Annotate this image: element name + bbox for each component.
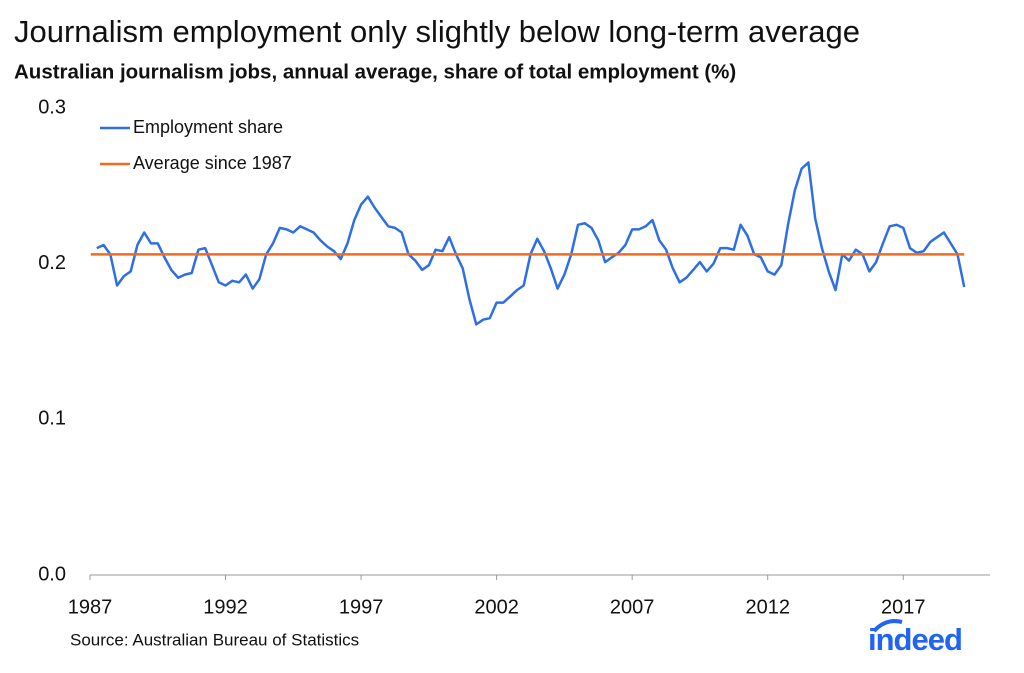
source: Source: Australian Bureau of Statistics xyxy=(70,630,359,649)
legend-label: Employment share xyxy=(133,117,283,137)
x-tick-label: 1997 xyxy=(339,596,384,618)
x-tick-label: 2012 xyxy=(745,596,790,618)
x-tick-label: 2007 xyxy=(610,596,655,618)
x-tick-label: 2002 xyxy=(474,596,519,618)
chart-subtitle: Australian journalism jobs, annual avera… xyxy=(14,60,736,83)
x-tick-label: 1992 xyxy=(203,596,248,618)
y-tick-label: 0.0 xyxy=(38,563,66,585)
legend-label: Average since 1987 xyxy=(133,153,292,173)
x-tick-label: 1987 xyxy=(68,596,113,618)
x-tick-label: 2017 xyxy=(881,596,926,618)
logo-arc xyxy=(872,619,903,633)
chart-title: Journalism employment only slightly belo… xyxy=(14,14,860,49)
y-tick-label: 0.1 xyxy=(38,408,66,430)
logo: indeed xyxy=(868,622,962,657)
y-tick-label: 0.3 xyxy=(38,96,66,118)
y-tick-label: 0.2 xyxy=(38,252,66,274)
series-line xyxy=(96,161,966,326)
